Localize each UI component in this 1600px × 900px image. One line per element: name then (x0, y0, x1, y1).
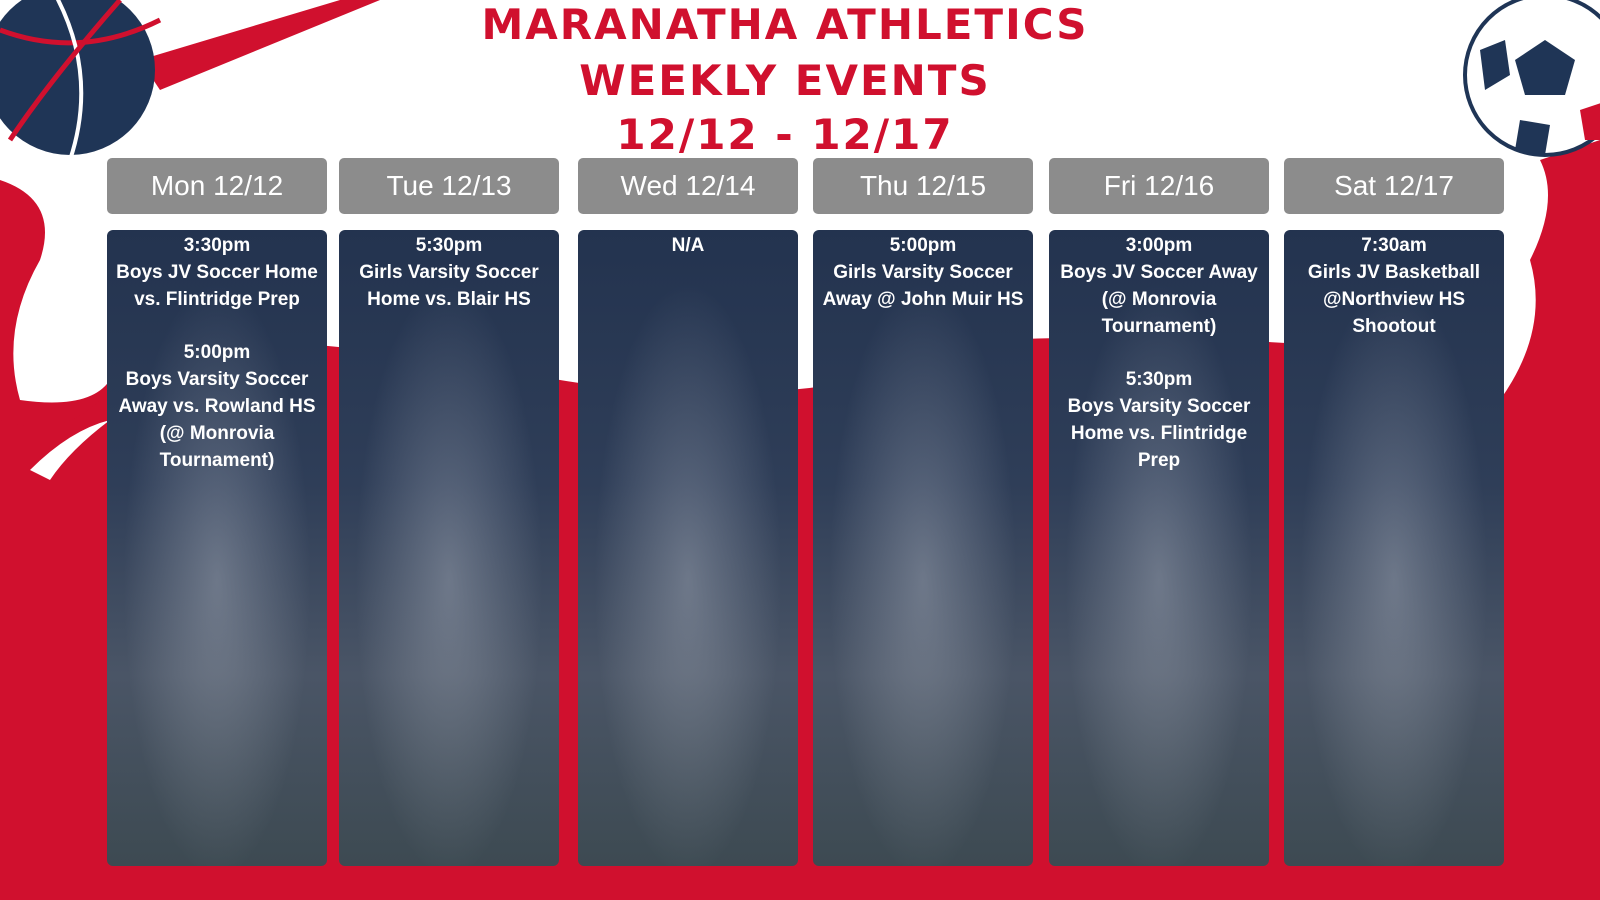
day-header: Sat 12/17 (1284, 158, 1504, 214)
team-photo (339, 230, 559, 866)
day-header: Thu 12/15 (813, 158, 1033, 214)
event: 5:00pm Girls Varsity Soccer Away @ John M… (819, 232, 1027, 313)
title-date-range: 12/12 - 12/17 (616, 110, 954, 159)
day-card: 3:30pm Boys JV Soccer Home vs. Flintridge… (107, 230, 327, 866)
day-card: 5:30pm Girls Varsity Soccer Home vs. Blai… (339, 230, 559, 866)
event: N/A (584, 232, 792, 259)
event-description: Girls Varsity Soccer Away @ John Muir HS (822, 262, 1024, 310)
event-description: Boys Varsity Soccer Home vs. Flintridge … (1067, 396, 1251, 471)
event-description: Boys JV Soccer Home vs. Flintridge Prep (116, 262, 318, 310)
event: 3:00pm Boys JV Soccer Away (@ Monrovia To… (1055, 232, 1263, 340)
event-time: 5:00pm (183, 342, 251, 363)
team-photo (813, 230, 1033, 866)
event-description: Boys JV Soccer Away (@ Monrovia Tourname… (1060, 262, 1258, 337)
event-time: N/A (671, 235, 705, 256)
event-time: 3:00pm (1125, 235, 1193, 256)
day-card: N/A (578, 230, 798, 866)
team-photo (1284, 230, 1504, 866)
event-description: Boys Varsity Soccer Away vs. Rowland HS … (118, 369, 316, 471)
team-photo (578, 230, 798, 866)
day-card: 3:00pm Boys JV Soccer Away (@ Monrovia To… (1049, 230, 1269, 866)
team-photo (107, 230, 327, 866)
team-photo (1049, 230, 1269, 866)
day-header: Tue 12/13 (339, 158, 559, 214)
event-time: 5:30pm (415, 235, 483, 256)
event: 5:30pm Boys Varsity Soccer Home vs. Flint… (1055, 366, 1263, 474)
event-time: 5:00pm (889, 235, 957, 256)
day-card: 7:30am Girls JV Basketball @Northview HS … (1284, 230, 1504, 866)
event-description: Girls JV Basketball @Northview HS Shooto… (1307, 262, 1481, 337)
day-card: 5:00pm Girls Varsity Soccer Away @ John M… (813, 230, 1033, 866)
day-header: Fri 12/16 (1049, 158, 1269, 214)
title-line-2: WEEKLY EVENTS (579, 56, 991, 105)
day-header: Mon 12/12 (107, 158, 327, 214)
title-line-1: MARANATHA ATHLETICS (481, 0, 1089, 49)
event: 7:30am Girls JV Basketball @Northview HS … (1290, 232, 1498, 340)
basketball-icon (0, 0, 162, 161)
event: 5:30pm Girls Varsity Soccer Home vs. Blai… (345, 232, 553, 313)
event-description: Girls Varsity Soccer Home vs. Blair HS (359, 262, 539, 310)
soccer-ball-icon (1463, 0, 1600, 157)
event: 5:00pm Boys Varsity Soccer Away vs. Rowla… (113, 339, 321, 474)
event-time: 7:30am (1361, 235, 1427, 256)
event: 3:30pm Boys JV Soccer Home vs. Flintridge… (113, 232, 321, 313)
event-time: 3:30pm (183, 235, 251, 256)
event-time: 5:30pm (1125, 369, 1193, 390)
day-header: Wed 12/14 (578, 158, 798, 214)
